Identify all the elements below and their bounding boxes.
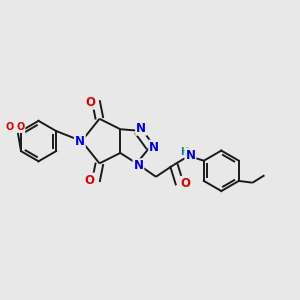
Text: O: O — [85, 96, 96, 109]
Text: O: O — [180, 177, 190, 190]
Text: O: O — [16, 122, 25, 132]
Text: N: N — [134, 159, 143, 172]
Text: O: O — [84, 173, 94, 187]
Text: N: N — [149, 140, 159, 154]
Text: H: H — [180, 147, 188, 157]
Text: N: N — [136, 122, 146, 135]
Text: N: N — [185, 148, 195, 162]
Text: O: O — [6, 122, 14, 132]
Text: N: N — [75, 135, 85, 148]
